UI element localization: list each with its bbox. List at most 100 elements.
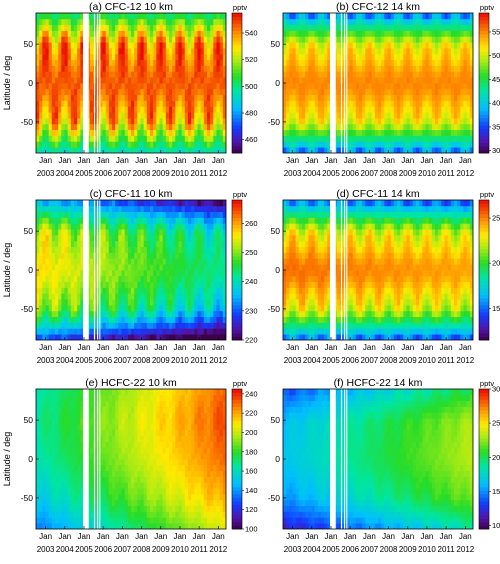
x-tick-month-label: Jan [116,156,129,165]
heatmap-cell [153,13,157,20]
heatmap-cell [200,305,205,312]
heatmap-cell [77,264,81,271]
heatmap-cell [89,223,94,230]
colorbar-segment [479,149,489,154]
heatmap-cell [378,53,382,61]
heatmap-cell [108,112,113,119]
heatmap-cell [172,42,176,49]
colorbar-segment [232,149,242,154]
heatmap-cell [118,129,122,136]
colorbar-segment [479,79,489,84]
heatmap-cell [80,118,84,125]
heatmap-cell [70,205,75,213]
heatmap-cell [184,100,189,107]
heatmap-cell [188,287,192,294]
colorbar-segment [232,65,242,70]
heatmap-cell [349,71,354,78]
heatmap-cell [327,235,331,242]
heatmap-cell [115,129,119,136]
heatmap-cell [387,30,392,37]
heatmap-cell [156,83,160,90]
heatmap-cell [295,88,300,96]
heatmap-cell [184,205,189,213]
heatmap-cell [64,205,69,213]
heatmap-cell [390,36,395,43]
heatmap-cell [216,100,221,107]
x-tick-year-label: 2005 [322,169,340,178]
heatmap-cell [412,83,417,90]
heatmap-cell [428,53,433,61]
heatmap-cell [137,334,141,340]
heatmap-cell [61,83,65,90]
heatmap-cell [444,65,449,72]
heatmap-cell [172,106,176,113]
heatmap-cell [115,123,119,131]
heatmap-cell [80,270,84,277]
heatmap-cell [349,48,354,55]
x-tick-month-label: Jan [97,343,110,352]
heatmap-cell [302,48,306,55]
heatmap-cell [89,83,94,90]
heatmap-cell [77,53,81,61]
heatmap-cell [115,65,119,72]
colorbar-segment [232,107,242,112]
heatmap-cell [305,36,309,43]
heatmap-cell [115,24,119,31]
heatmap-cell [222,77,226,84]
heatmap-cell [108,83,113,90]
heatmap-cell [137,71,141,78]
heatmap-cell [194,328,198,335]
colorbar-segment [232,121,242,126]
heatmap-cell [324,88,328,96]
heatmap-cell [308,240,312,248]
heatmap-cell [289,147,293,153]
heatmap-cell [64,310,69,318]
heatmap-cell [422,18,426,26]
heatmap-cell [365,77,369,84]
heatmap-cell [393,141,398,148]
heatmap-cell [283,118,287,125]
heatmap-cell [61,24,65,31]
heatmap-cell [102,94,107,101]
heatmap-cell [172,65,176,72]
heatmap-cell [89,240,94,248]
heatmap-cell [210,141,214,148]
heatmap-cell [384,65,388,72]
heatmap-cell [219,252,224,259]
heatmap-cell [64,275,69,283]
heatmap-cell [169,118,173,125]
heatmap-cell [400,135,404,142]
heatmap-cell [302,129,306,136]
heatmap-cell [80,211,84,218]
heatmap-cell [165,322,170,329]
heatmap-cell [80,258,84,265]
heatmap-cell [210,258,214,265]
heatmap-cell [108,217,113,224]
heatmap-cell [105,30,110,37]
heatmap-cell [77,135,81,142]
colorbar-segment [232,207,242,211]
heatmap-cell [324,328,328,335]
heatmap-cell [77,71,81,78]
heatmap-cell [153,293,157,300]
heatmap-cell [143,94,148,101]
heatmap-cell [48,65,53,72]
heatmap-cell [121,305,126,312]
heatmap-cell [55,118,59,125]
heatmap-cell [447,112,452,119]
heatmap-cell [289,299,293,306]
heatmap-cell [346,123,350,131]
heatmap-cell [216,36,221,43]
colorbar-segment [232,221,242,225]
heatmap-cell [184,65,189,72]
heatmap-cell [298,310,303,318]
heatmap-cell [143,217,148,224]
heatmap-cell [172,334,176,340]
heatmap-cell [302,200,306,207]
heatmap-cell [428,100,433,107]
heatmap-cell [305,223,309,230]
heatmap-cell [219,334,224,340]
heatmap-cell [194,316,198,323]
heatmap-cell [384,71,388,78]
heatmap-cell [444,129,449,136]
